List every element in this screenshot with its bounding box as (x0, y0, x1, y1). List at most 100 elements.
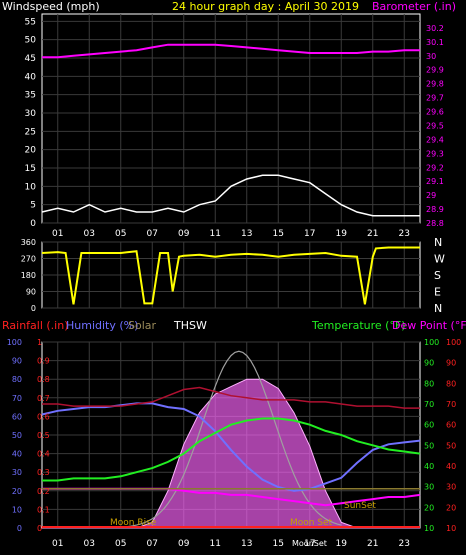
panel3-x-tick-label: 21 (367, 539, 378, 549)
temperature-label: Temperature (°F) (311, 319, 406, 332)
panel1-x-tick-label: 15 (273, 229, 284, 239)
windspeed-tick-label: 10 (25, 182, 37, 192)
barometer-tick-label: 30.2 (426, 24, 444, 33)
rainfall-tick-label: 0.6 (37, 412, 50, 421)
panel1-x-tick-label: 23 (399, 229, 410, 239)
panel3-x-tick-label: 19 (336, 539, 348, 549)
dewpoint-upper-series (42, 386, 420, 409)
panel1-x-tick-label: 11 (210, 229, 221, 239)
barometer-tick-label: 28.8 (426, 219, 444, 228)
humidity-tick-label: 50 (12, 431, 22, 440)
barometer-tick-label: 29 (426, 191, 436, 200)
windspeed-tick-label: 5 (30, 201, 36, 211)
panel3-x-tick-label: 17 (304, 539, 315, 549)
humidity-tick-label: 100 (7, 338, 22, 347)
humidity-tick-label: 0 (17, 524, 22, 533)
windspeed-tick-label: 0 (30, 219, 36, 229)
windspeed-tick-label: 25 (25, 127, 36, 137)
panel1-x-tick-label: 03 (84, 229, 95, 239)
temperature-series (42, 417, 421, 482)
barometer-series (42, 43, 420, 59)
humidity-tick-label: 20 (12, 487, 22, 496)
windspeed-tick-label: 30 (25, 109, 37, 119)
temperature-tick-label: 20 (424, 503, 434, 512)
barometer-tick-label: 30 (426, 52, 436, 61)
compass-label: E (434, 286, 441, 299)
moon-curve (120, 350, 342, 528)
thsw-label: THSW (173, 319, 207, 332)
compass-label: W (434, 253, 445, 266)
panel1-x-tick-label: 13 (241, 229, 252, 239)
panel3-x-tick-label: 23 (399, 539, 410, 549)
dewpoint-tick-label: 30 (446, 483, 456, 492)
temperature-tick-label: 70 (424, 400, 434, 409)
rainfall-tick-label: 0.7 (37, 394, 50, 403)
panel3-x-tick-label: 15 (273, 539, 284, 549)
wind-direction-series (41, 246, 420, 305)
windspeed-series (41, 174, 420, 217)
windspeed-tick-label: 50 (25, 36, 37, 46)
humidity-tick-label: 80 (12, 375, 22, 384)
dewpoint-tick-label: 90 (446, 359, 456, 368)
windspeed-tick-label: 15 (25, 164, 36, 174)
temperature-tick-label: 80 (424, 379, 434, 388)
windspeed-axis-label: Windspeed (mph) (2, 0, 100, 13)
panel1-x-tick-label: 09 (178, 229, 190, 239)
barometer-tick-label: 29.2 (426, 163, 444, 172)
temperature-tick-label: 30 (424, 483, 434, 492)
humidity-label: Humidity (%) (66, 319, 138, 332)
humidity-tick-label: 60 (12, 412, 22, 421)
temperature-tick-label: 40 (424, 462, 434, 471)
direction-tick-label: 0 (31, 304, 36, 313)
rain-humidity-temp-panel: 010203040506070809010000.10.20.30.40.50.… (7, 338, 462, 549)
rainfall-tick-label: 0.8 (37, 375, 50, 384)
panel3-x-tick-label: 01 (52, 539, 63, 549)
barometer-tick-label: 29.3 (426, 149, 444, 158)
dewpoint-tick-label: 40 (446, 462, 456, 471)
rainfall-label: Rainfall (.in) (2, 319, 69, 332)
temperature-tick-label: 90 (424, 359, 434, 368)
windspeed-tick-label: 35 (25, 91, 36, 101)
dewpoint-tick-label: 50 (446, 441, 456, 450)
panel3-x-tick-label: 03 (84, 539, 95, 549)
humidity-tick-label: 30 (12, 468, 22, 477)
rainfall-tick-label: 1 (37, 338, 42, 347)
panel1-x-tick-label: 05 (115, 229, 126, 239)
direction-tick-label: 270 (21, 255, 36, 264)
moon-set-label: Moon Set (290, 518, 333, 528)
solar-label: Solar (128, 319, 157, 332)
sunset-label: SunSet (344, 501, 376, 511)
windspeed-tick-label: 20 (25, 146, 37, 156)
barometer-tick-label: 29.6 (426, 108, 444, 117)
panel1-x-tick-label: 01 (52, 229, 63, 239)
panel3-x-tick-label: 09 (178, 539, 190, 549)
humidity-tick-label: 10 (12, 505, 22, 514)
rainfall-tick-label: 0.9 (37, 357, 50, 366)
panel3-x-tick-label: 13 (241, 539, 252, 549)
barometer-tick-label: 29.1 (426, 177, 444, 186)
dewpoint-tick-label: 100 (446, 338, 461, 347)
barometer-tick-label: 29.5 (426, 121, 444, 130)
dewpoint-tick-label: 80 (446, 379, 456, 388)
temperature-tick-label: 60 (424, 421, 434, 430)
humidity-tick-label: 90 (12, 357, 22, 366)
panel1-x-tick-label: 17 (304, 229, 315, 239)
temperature-tick-label: 50 (424, 441, 434, 450)
dewpoint-tick-label: 70 (446, 400, 456, 409)
panel1-x-tick-label: 07 (147, 229, 158, 239)
compass-label: N (434, 236, 442, 249)
windspeed-tick-label: 45 (25, 54, 36, 64)
rainfall-tick-label: 0.3 (37, 468, 50, 477)
rainfall-tick-label: 0.2 (37, 487, 50, 496)
humidity-series (41, 402, 421, 492)
moon-rise-label: Moon Rise (110, 518, 157, 528)
panel3-x-tick-label: 07 (147, 539, 158, 549)
rainfall-tick-label: 0.5 (37, 431, 50, 440)
temperature-tick-label: 100 (424, 338, 439, 347)
panel1-x-tick-label: 19 (336, 229, 348, 239)
dewpoint-tick-label: 20 (446, 503, 456, 512)
